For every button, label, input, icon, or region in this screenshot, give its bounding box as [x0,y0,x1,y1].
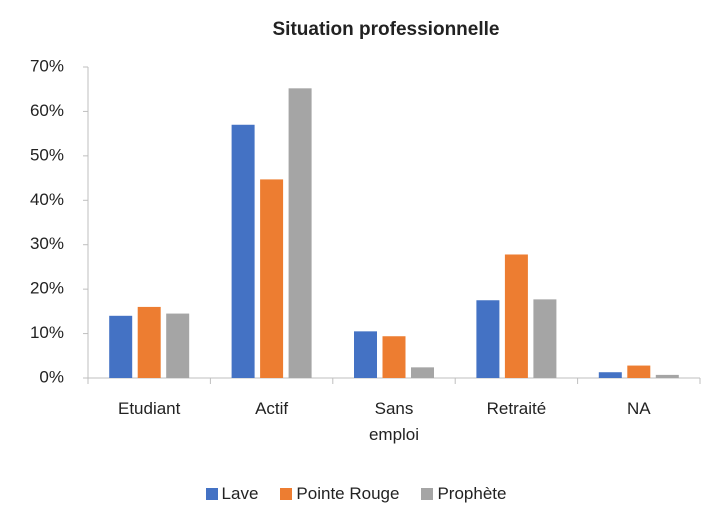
bar [260,179,284,378]
bar [627,365,651,378]
x-tick-label: NA [626,399,651,418]
y-tick-label: 70% [30,56,64,75]
y-tick-label: 0% [39,367,64,386]
legend-swatch [421,488,434,500]
x-tick-label: Retraité [486,399,547,418]
bar [137,306,161,378]
bar [411,367,434,378]
bar [382,336,406,378]
legend-label: Pointe Rouge [296,484,400,503]
bar [504,254,528,378]
bar [109,315,133,378]
y-tick-label: 30% [30,234,64,253]
chart-title: Situation professionnelle [273,19,500,40]
x-tick-label: Etudiant [117,399,181,418]
legend: Lave Pointe Rouge Prophète [0,484,712,504]
y-tick-label: 10% [30,323,64,342]
legend-label: Prophète [437,484,507,503]
y-tick-label: 20% [30,279,64,298]
bar [533,299,557,378]
legend-item: Pointe Rouge [280,484,399,504]
legend-swatch [280,488,293,500]
bar [655,374,679,378]
legend-item: Lave [205,484,259,504]
bar [598,372,622,378]
y-tick-label: 50% [30,145,64,164]
bar [476,300,500,378]
legend-label: Lave [221,484,259,503]
x-tick-label: Actif [255,399,289,418]
bar [231,124,255,378]
bar [288,88,312,378]
bar [354,331,377,378]
bar [166,313,190,378]
legend-item: Prophète [421,484,506,504]
legend-swatch [205,488,218,500]
y-tick-label: 40% [30,190,64,209]
x-tick-label: Sans emploi [368,399,420,444]
y-tick-label: 60% [30,101,64,120]
